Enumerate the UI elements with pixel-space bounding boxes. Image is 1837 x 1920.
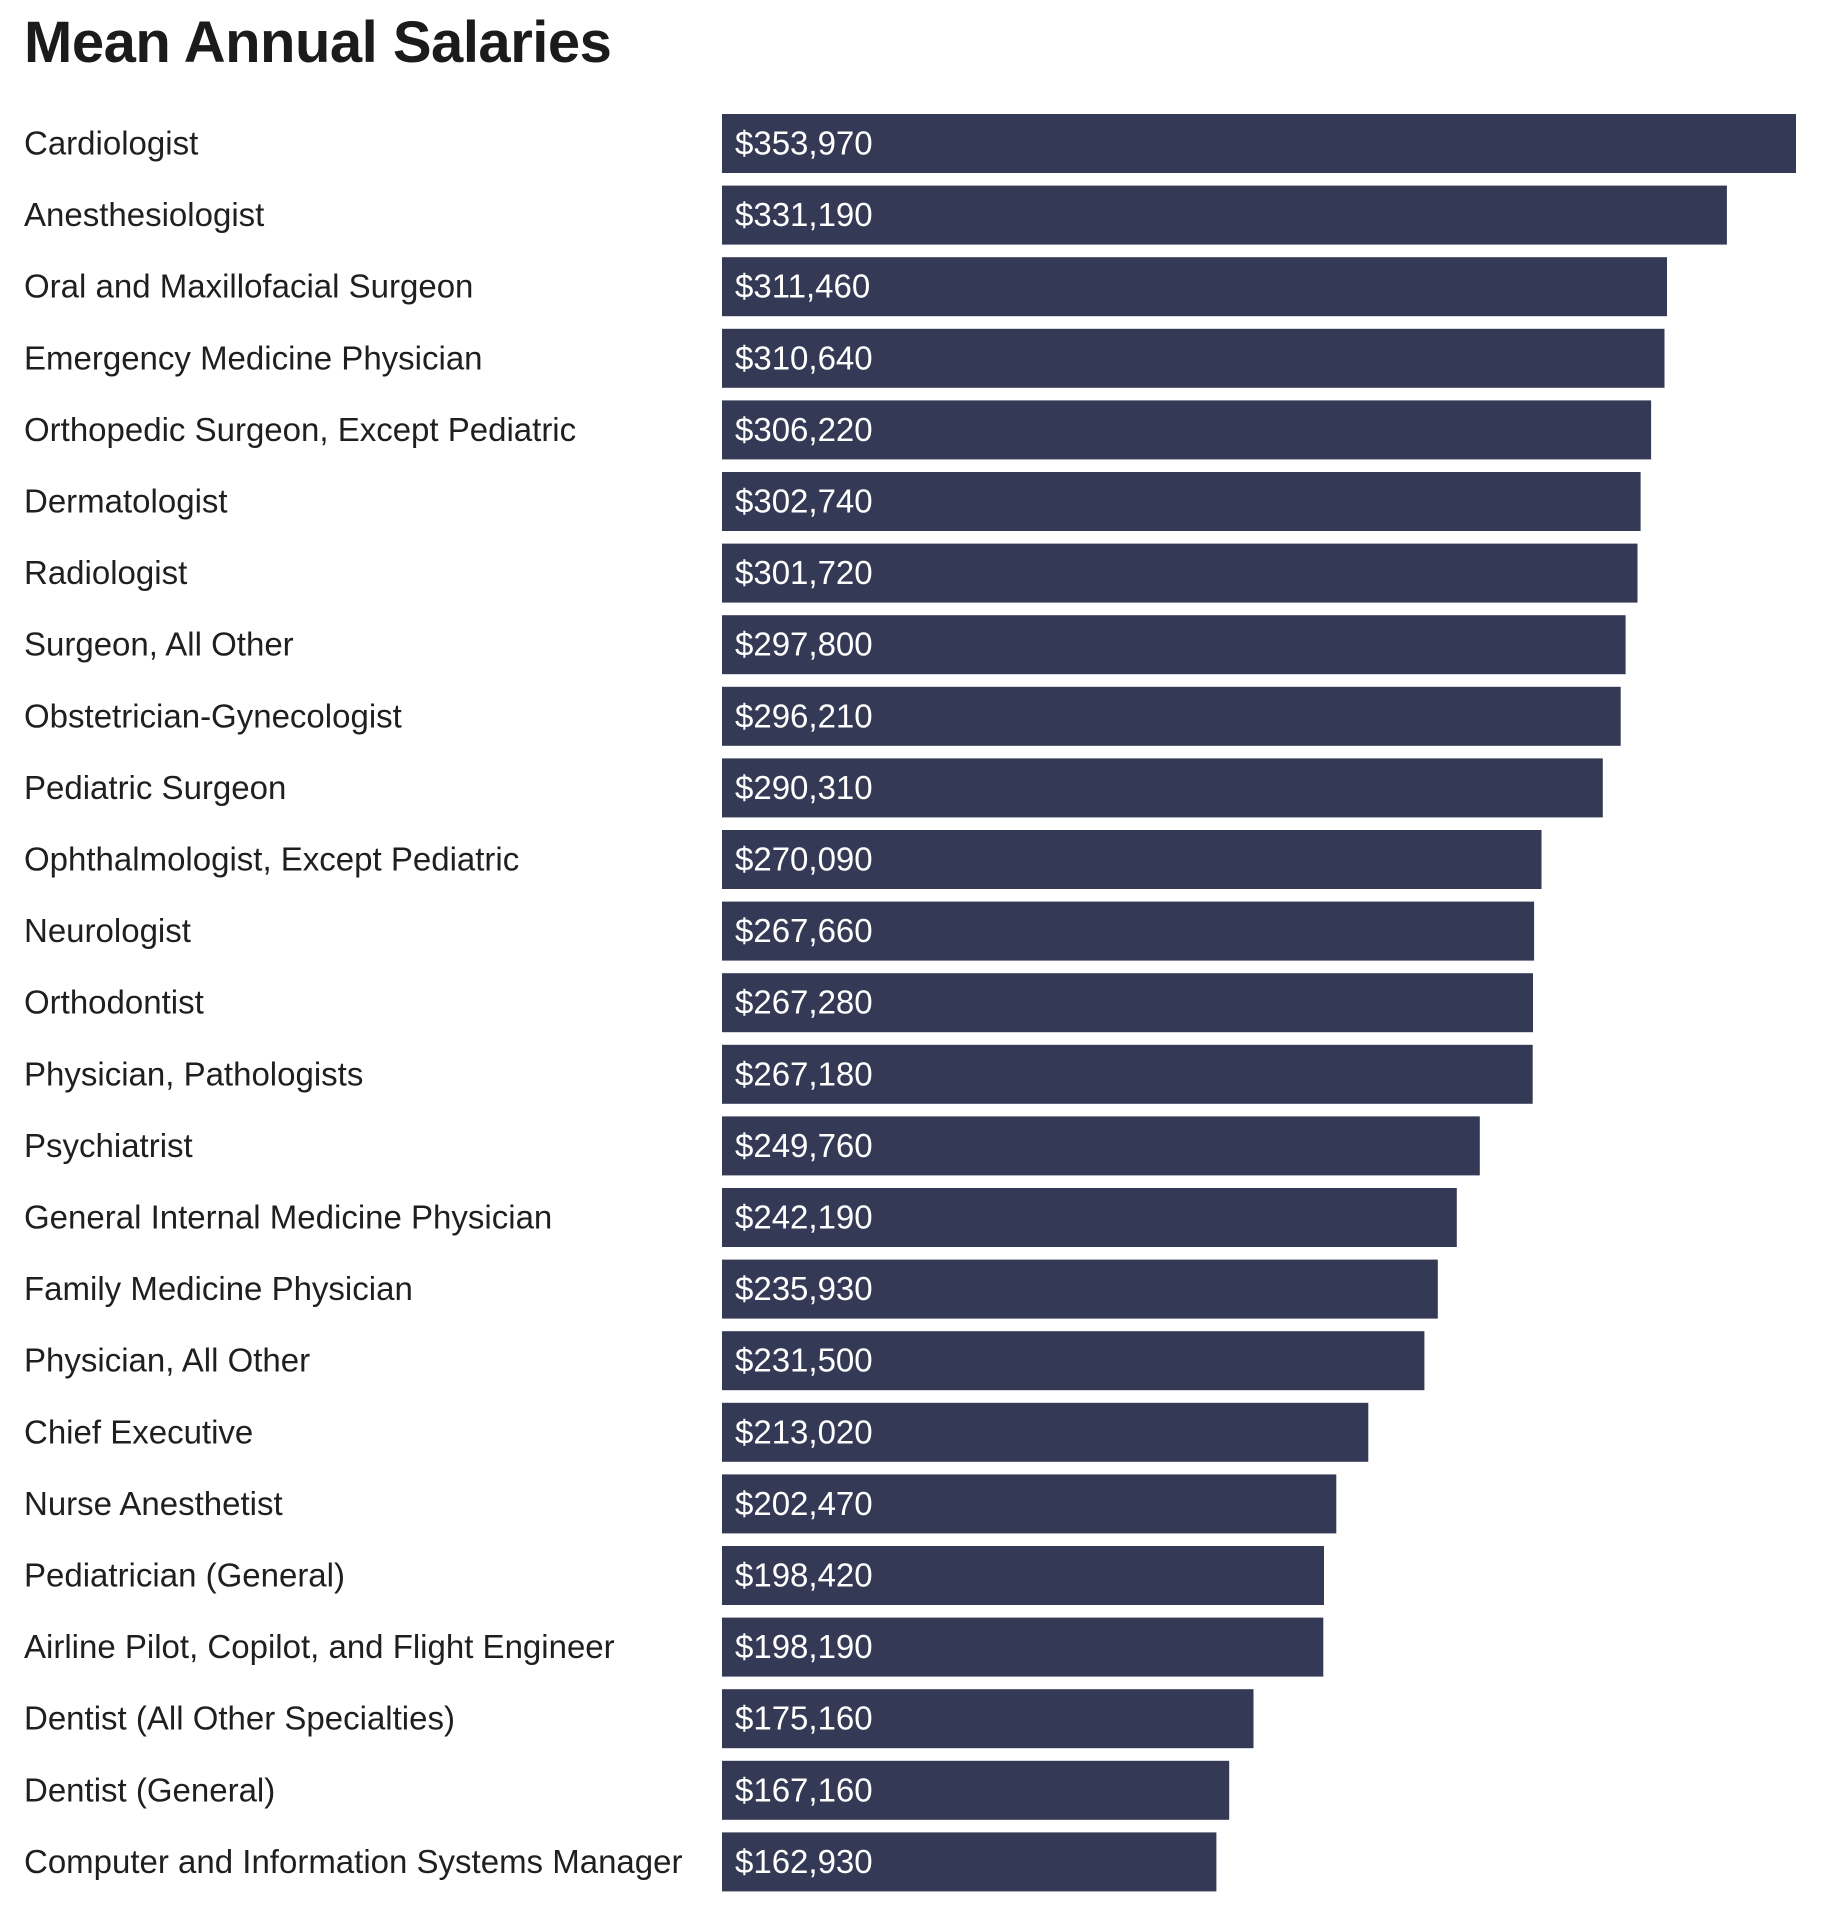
bar[interactable] — [722, 901, 1535, 961]
bar-value-label: $242,190 — [735, 1199, 873, 1236]
bar-value-label: $249,760 — [735, 1127, 873, 1164]
bar-value-label: $198,420 — [735, 1557, 873, 1594]
bar-value-label: $301,720 — [735, 554, 873, 591]
category-label: Orthodontist — [24, 984, 204, 1021]
bar[interactable] — [722, 1832, 1217, 1892]
bar[interactable] — [722, 758, 1603, 818]
category-label: Airline Pilot, Copilot, and Flight Engin… — [24, 1628, 615, 1665]
category-label: Family Medicine Physician — [24, 1270, 413, 1307]
bar-value-label: $290,310 — [735, 769, 873, 806]
category-label: Radiologist — [24, 554, 187, 591]
chart-title: Mean Annual Salaries — [24, 10, 612, 75]
bar[interactable] — [722, 830, 1542, 889]
bar-value-label: $270,090 — [735, 841, 873, 878]
category-label: Emergency Medicine Physician — [24, 339, 483, 376]
bar[interactable] — [722, 1546, 1324, 1605]
bar[interactable] — [722, 1474, 1337, 1534]
bar-value-label: $267,280 — [735, 984, 873, 1021]
bar[interactable] — [722, 1188, 1457, 1247]
category-label: Dentist (All Other Specialties) — [24, 1700, 455, 1737]
bar-value-label: $267,180 — [735, 1055, 873, 1092]
bar-value-label: $302,740 — [735, 483, 873, 520]
category-label: Cardiologist — [24, 125, 198, 162]
category-label: Anesthesiologist — [24, 196, 264, 233]
bar-value-label: $267,660 — [735, 912, 873, 949]
category-label: Pediatrician (General) — [24, 1557, 345, 1594]
bar[interactable] — [722, 615, 1626, 675]
bar-value-label: $162,930 — [735, 1843, 873, 1880]
bar[interactable] — [722, 328, 1665, 388]
category-label: Pediatric Surgeon — [24, 769, 286, 806]
bar-value-label: $296,210 — [735, 697, 873, 734]
category-label: Dermatologist — [24, 483, 228, 520]
category-label: Surgeon, All Other — [24, 626, 294, 663]
bar-value-label: $213,020 — [735, 1413, 873, 1450]
bar[interactable] — [722, 1402, 1369, 1462]
bar[interactable] — [722, 543, 1638, 603]
bar-value-label: $167,160 — [735, 1771, 873, 1808]
bar[interactable] — [722, 400, 1652, 460]
bar[interactable] — [722, 1331, 1425, 1391]
category-label: Psychiatrist — [24, 1127, 193, 1164]
bar[interactable] — [722, 1116, 1480, 1176]
category-label: Chief Executive — [24, 1413, 253, 1450]
bar[interactable] — [722, 472, 1641, 531]
bar[interactable] — [722, 1617, 1324, 1677]
bar-value-label: $311,460 — [735, 268, 870, 305]
bar[interactable] — [722, 1044, 1533, 1104]
bar[interactable] — [722, 114, 1796, 173]
bar-value-label: $297,800 — [735, 626, 873, 663]
bar[interactable] — [722, 257, 1667, 317]
category-label: Obstetrician-Gynecologist — [24, 697, 402, 734]
bar-value-label: $202,470 — [735, 1485, 873, 1522]
category-label: Physician, All Other — [24, 1342, 310, 1379]
bar-value-label: $198,190 — [735, 1628, 873, 1665]
bar-value-label: $331,190 — [735, 196, 873, 233]
category-label: General Internal Medicine Physician — [24, 1199, 552, 1236]
category-label: Ophthalmologist, Except Pediatric — [24, 841, 519, 878]
bar-value-label: $310,640 — [735, 339, 873, 376]
bar[interactable] — [722, 1259, 1438, 1319]
bar[interactable] — [722, 185, 1727, 245]
category-label: Nurse Anesthetist — [24, 1485, 283, 1522]
bar[interactable] — [722, 1760, 1230, 1820]
bar-value-label: $235,930 — [735, 1270, 873, 1307]
bar[interactable] — [722, 1689, 1254, 1749]
bar-value-label: $306,220 — [735, 411, 873, 448]
bar-value-label: $353,970 — [735, 125, 873, 162]
category-label: Computer and Information Systems Manager — [24, 1843, 682, 1880]
category-label: Dentist (General) — [24, 1771, 275, 1808]
category-label: Physician, Pathologists — [24, 1055, 363, 1092]
category-label: Oral and Maxillofacial Surgeon — [24, 268, 473, 305]
bar-value-label: $231,500 — [735, 1342, 873, 1379]
category-label: Neurologist — [24, 912, 191, 949]
bar[interactable] — [722, 686, 1621, 746]
bar-value-label: $175,160 — [735, 1700, 873, 1737]
category-label: Orthopedic Surgeon, Except Pediatric — [24, 411, 576, 448]
bar[interactable] — [722, 973, 1533, 1033]
